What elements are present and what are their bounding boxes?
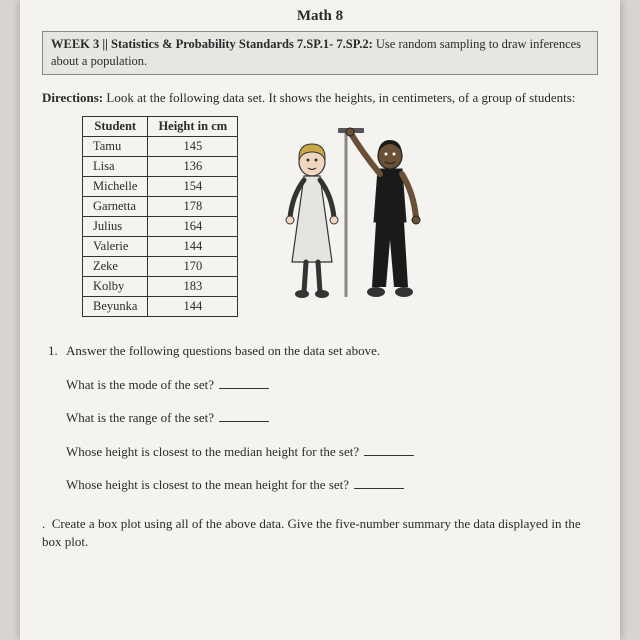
- directions-text: Look at the following data set. It shows…: [103, 90, 575, 105]
- boy-figure: [346, 128, 420, 297]
- table-row: Kolby183: [83, 277, 238, 297]
- girl-figure: [286, 144, 338, 298]
- directions-label: Directions:: [42, 90, 103, 105]
- q2-bullet: .: [42, 516, 45, 531]
- questions-block: 1.Answer the following questions based o…: [42, 341, 598, 495]
- q1-intro: Answer the following questions based on …: [66, 343, 380, 358]
- q1c: Whose height is closest to the median he…: [66, 442, 598, 462]
- standards-box: WEEK 3 || Statistics & Probability Stand…: [42, 31, 598, 75]
- q1a: What is the mode of the set?: [66, 375, 598, 395]
- q2-text: Create a box plot using all of the above…: [42, 516, 581, 549]
- data-row: Student Height in cm Tamu145 Lisa136 Mic…: [82, 116, 598, 317]
- height-table: Student Height in cm Tamu145 Lisa136 Mic…: [82, 116, 238, 317]
- q1d: Whose height is closest to the mean heig…: [66, 475, 598, 495]
- q1-number: 1.: [48, 341, 66, 361]
- blank-median[interactable]: [364, 455, 414, 456]
- illustration-svg: [268, 122, 438, 302]
- table-row: Lisa136: [83, 157, 238, 177]
- table-row: Tamu145: [83, 137, 238, 157]
- measuring-illustration: [268, 122, 438, 302]
- blank-range[interactable]: [219, 421, 269, 422]
- directions: Directions: Look at the following data s…: [42, 89, 598, 107]
- question-1: 1.Answer the following questions based o…: [48, 341, 598, 361]
- worksheet-page: Math 8 WEEK 3 || Statistics & Probabilit…: [20, 0, 620, 640]
- table-row: Beyunka144: [83, 297, 238, 317]
- col-height: Height in cm: [148, 117, 238, 137]
- blank-mean[interactable]: [354, 488, 404, 489]
- table-row: Zeke170: [83, 257, 238, 277]
- standards-label: WEEK 3 || Statistics & Probability Stand…: [51, 37, 373, 51]
- col-student: Student: [83, 117, 148, 137]
- table-row: Valerie144: [83, 237, 238, 257]
- table-row: Julius164: [83, 217, 238, 237]
- table-row: Garnetta178: [83, 197, 238, 217]
- table-body: Tamu145 Lisa136 Michelle154 Garnetta178 …: [83, 137, 238, 317]
- question-2: . Create a box plot using all of the abo…: [42, 515, 598, 551]
- q1b: What is the range of the set?: [66, 408, 598, 428]
- page-title: Math 8: [42, 8, 598, 25]
- blank-mode[interactable]: [219, 388, 269, 389]
- table-row: Michelle154: [83, 177, 238, 197]
